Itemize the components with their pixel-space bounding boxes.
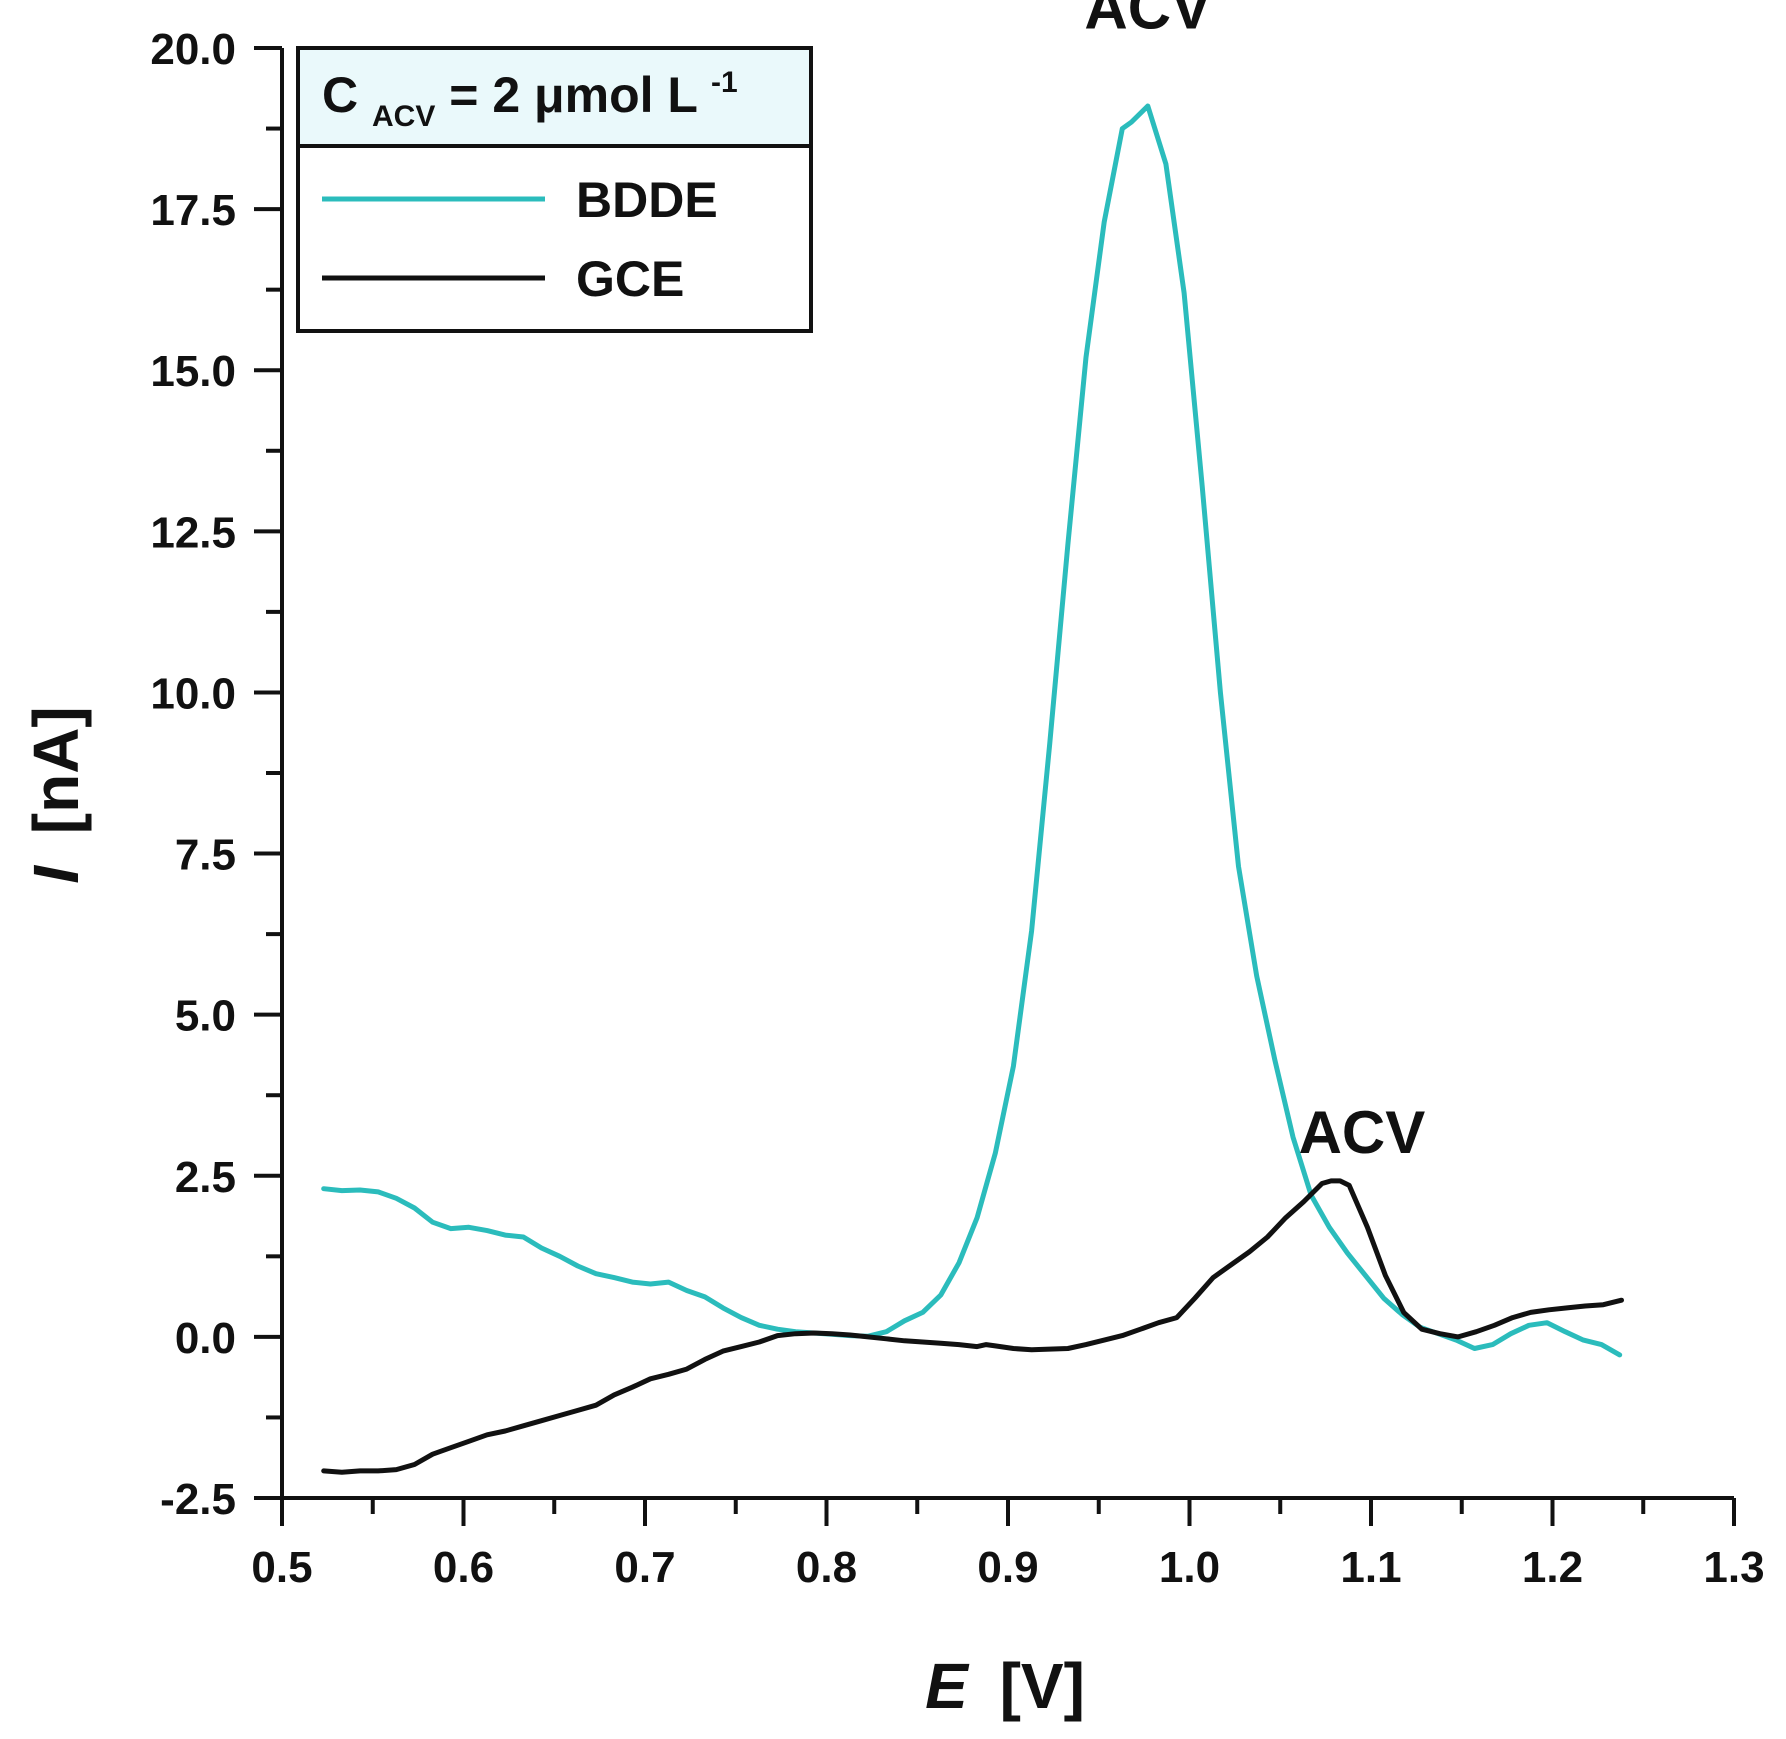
y-tick-label: 17.5 [150,186,236,235]
y-axis-symbol: I [20,865,92,884]
x-tick-label: 1.3 [1703,1543,1764,1592]
x-tick-label: 0.6 [433,1543,494,1592]
series-layer [321,103,1624,1475]
legend-title: C ACV = 2 μmol L -1 [322,66,738,137]
x-axis-symbol: E [925,1650,970,1722]
y-axis-title: I [nA] [20,706,92,884]
y-tick-label: 0.0 [175,1314,236,1363]
x-tick-label: 0.8 [796,1543,857,1592]
x-tick-label: 0.9 [977,1543,1038,1592]
y-axis-unit: [nA] [20,706,92,834]
series-line-bdde [321,103,1623,1358]
legend-title-main: C [322,67,358,123]
y-tick-label: 15.0 [150,347,236,396]
y-tick-label: 7.5 [175,831,236,880]
x-tick-label: 1.1 [1340,1543,1401,1592]
plot-axes [280,48,1734,1500]
peak-annotation: ACV [1299,1099,1426,1166]
x-tick-label: 0.5 [251,1543,312,1592]
peak-annotation: ACV [1084,0,1211,42]
legend-label-gce: GCE [576,251,684,307]
x-tick-label: 0.7 [614,1543,675,1592]
legend-label-bdde: BDDE [576,172,718,228]
legend-title-bg [298,48,811,146]
axis-ticks: 0.5 0.6 0.7 0.8 0.9 1.0 1.1 1.2 1.3 -2.5 0.0 2.5 5.0… [150,25,1764,1592]
legend-title-sup: -1 [711,66,738,99]
legend-title-sub: ACV [372,100,435,133]
series-line-gce [321,1178,1624,1475]
x-axis-unit: [V] [1000,1650,1085,1722]
legend: C ACV = 2 μmol L -1 BDDE GCE [296,46,813,333]
y-tick-label: 2.5 [175,1153,236,1202]
x-axis-title: E [V] [925,1650,1085,1722]
peak-annotations: ACV ACV [1084,0,1425,1166]
y-tick-label: -2.5 [160,1475,236,1524]
legend-box [296,46,813,333]
y-tick-label: 10.0 [150,669,236,718]
x-tick-label: 1.0 [1159,1543,1220,1592]
y-tick-label: 5.0 [175,992,236,1041]
y-tick-label: 12.5 [150,508,236,557]
y-tick-label: 20.0 [150,25,236,74]
legend-title-rest: = 2 μmol L [449,67,697,123]
x-tick-label: 1.2 [1522,1543,1583,1592]
